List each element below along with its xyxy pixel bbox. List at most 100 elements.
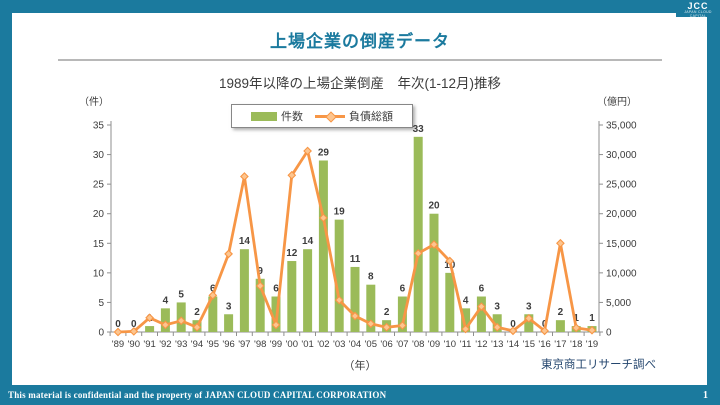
bar-value-label: 3 <box>526 301 532 312</box>
diamond-marker <box>508 326 518 336</box>
bar <box>318 160 328 332</box>
diamond-marker <box>176 316 186 326</box>
bar <box>445 272 455 332</box>
bar-value-label: 1 <box>573 313 579 324</box>
bar-value-label: 2 <box>194 307 200 318</box>
chart-title: 1989年以降の上場企業倒産 年次(1-12月)推移 <box>218 76 502 91</box>
bar-value-label: 29 <box>318 147 330 158</box>
left-axis-unit: （件） <box>79 96 109 108</box>
diamond-marker <box>540 326 549 336</box>
page-number: 1 <box>703 389 708 401</box>
chart-svg: （件） （億円）0510152025303505,00010,00015,0002… <box>79 95 637 350</box>
diamond-marker <box>224 249 233 259</box>
diamond-marker <box>161 320 170 330</box>
page-title: 上場企業の倒産データ <box>270 32 450 51</box>
bar-value-label: 2 <box>384 307 390 318</box>
bar-value-label: 0 <box>115 319 121 330</box>
x-tick-label: '95 <box>207 339 219 350</box>
bar <box>397 296 407 332</box>
x-tick-label: '15 <box>523 339 535 350</box>
x-tick-label: '90 <box>128 339 140 350</box>
x-tick-label: '96 <box>222 339 234 350</box>
diamond-marker <box>382 322 391 332</box>
x-tick-label: '17 <box>554 339 566 350</box>
x-tick-label: '89 <box>112 339 124 350</box>
bar <box>160 308 170 332</box>
x-tick-label: '93 <box>175 339 187 350</box>
x-tick-label: '16 <box>538 339 550 350</box>
diamond-marker <box>129 327 139 336</box>
x-tick-label: '09 <box>428 339 440 350</box>
jcc-logo-text: JCC <box>687 1 709 11</box>
x-tick-label: '05 <box>365 339 377 350</box>
right-tick-label: 15,000 <box>606 239 637 250</box>
bar-value-label: 5 <box>178 289 184 300</box>
bar-value-label: 20 <box>428 201 440 212</box>
x-tick-label: '02 <box>317 339 329 350</box>
bar-value-label: 14 <box>239 236 251 247</box>
diamond-marker <box>398 321 407 330</box>
bar <box>145 326 155 332</box>
left-tick-label: 35 <box>93 121 105 132</box>
bar-value-label: 8 <box>368 272 374 283</box>
right-tick-label: 5,000 <box>606 298 631 309</box>
x-tick-label: '98 <box>254 339 266 350</box>
bar-value-label: 12 <box>286 248 298 259</box>
bar-value-label: 0 <box>131 319 137 330</box>
x-tick-label: '11 <box>460 339 472 350</box>
bar-value-label: 4 <box>163 295 169 306</box>
diamond-marker <box>303 146 312 156</box>
bar-swatch-icon <box>251 111 277 121</box>
diamond-marker <box>587 325 597 335</box>
diamond-marker <box>366 319 376 329</box>
diamond-marker <box>524 314 534 323</box>
footer-confidential-text: This material is confidential and the pr… <box>8 390 387 400</box>
left-border <box>0 0 12 385</box>
diamond-marker <box>255 281 265 291</box>
right-tick-label: 10,000 <box>606 268 637 279</box>
right-tick-label: 0 <box>606 328 612 339</box>
bar-value-label: 4 <box>463 295 469 306</box>
left-tick-label: 0 <box>98 328 104 339</box>
left-tick-label: 10 <box>93 268 105 279</box>
diamond-marker <box>477 302 486 311</box>
bar <box>366 284 376 332</box>
diamond-marker <box>556 238 565 248</box>
x-tick-label: '13 <box>491 339 503 350</box>
title-divider <box>58 59 662 61</box>
bar <box>461 308 471 332</box>
footer-bar: This material is confidential and the pr… <box>0 385 720 405</box>
bar-value-label: 33 <box>413 124 425 135</box>
diamond-marker <box>350 311 360 321</box>
diamond-marker <box>334 295 344 305</box>
bar-value-label: 14 <box>302 236 314 247</box>
bar <box>334 219 344 332</box>
chart-legend: 件数 負債総額 <box>231 104 413 128</box>
x-tick-label: '00 <box>286 339 298 350</box>
diamond-marker <box>192 322 202 332</box>
diamond-marker <box>145 313 154 323</box>
line-markers <box>113 146 597 337</box>
bar-value-label: 2 <box>558 307 564 318</box>
legend-label-liabilities: 負債総額 <box>349 111 393 123</box>
x-tick-label: '04 <box>349 339 361 350</box>
bar <box>429 213 439 332</box>
bar-value-label: 6 <box>400 284 406 295</box>
diamond-marker <box>271 320 281 330</box>
bar-value-label: 3 <box>226 301 232 312</box>
bar <box>239 249 249 332</box>
bar-value-label: 6 <box>479 284 485 295</box>
diamond-marker <box>319 213 328 223</box>
x-tick-label: '01 <box>301 339 313 350</box>
x-tick-label: '18 <box>570 339 582 350</box>
bar <box>255 278 265 332</box>
x-tick-label: '03 <box>333 339 345 350</box>
diamond-marker <box>429 240 439 249</box>
jcc-logo-tagline: JAPAN CLOUD CAPITAL <box>684 10 712 18</box>
bar <box>350 266 360 332</box>
x-tick-label: '91 <box>143 339 155 350</box>
left-tick-label: 30 <box>93 150 105 161</box>
diamond-marker <box>445 256 455 266</box>
diamond-marker <box>461 324 470 334</box>
